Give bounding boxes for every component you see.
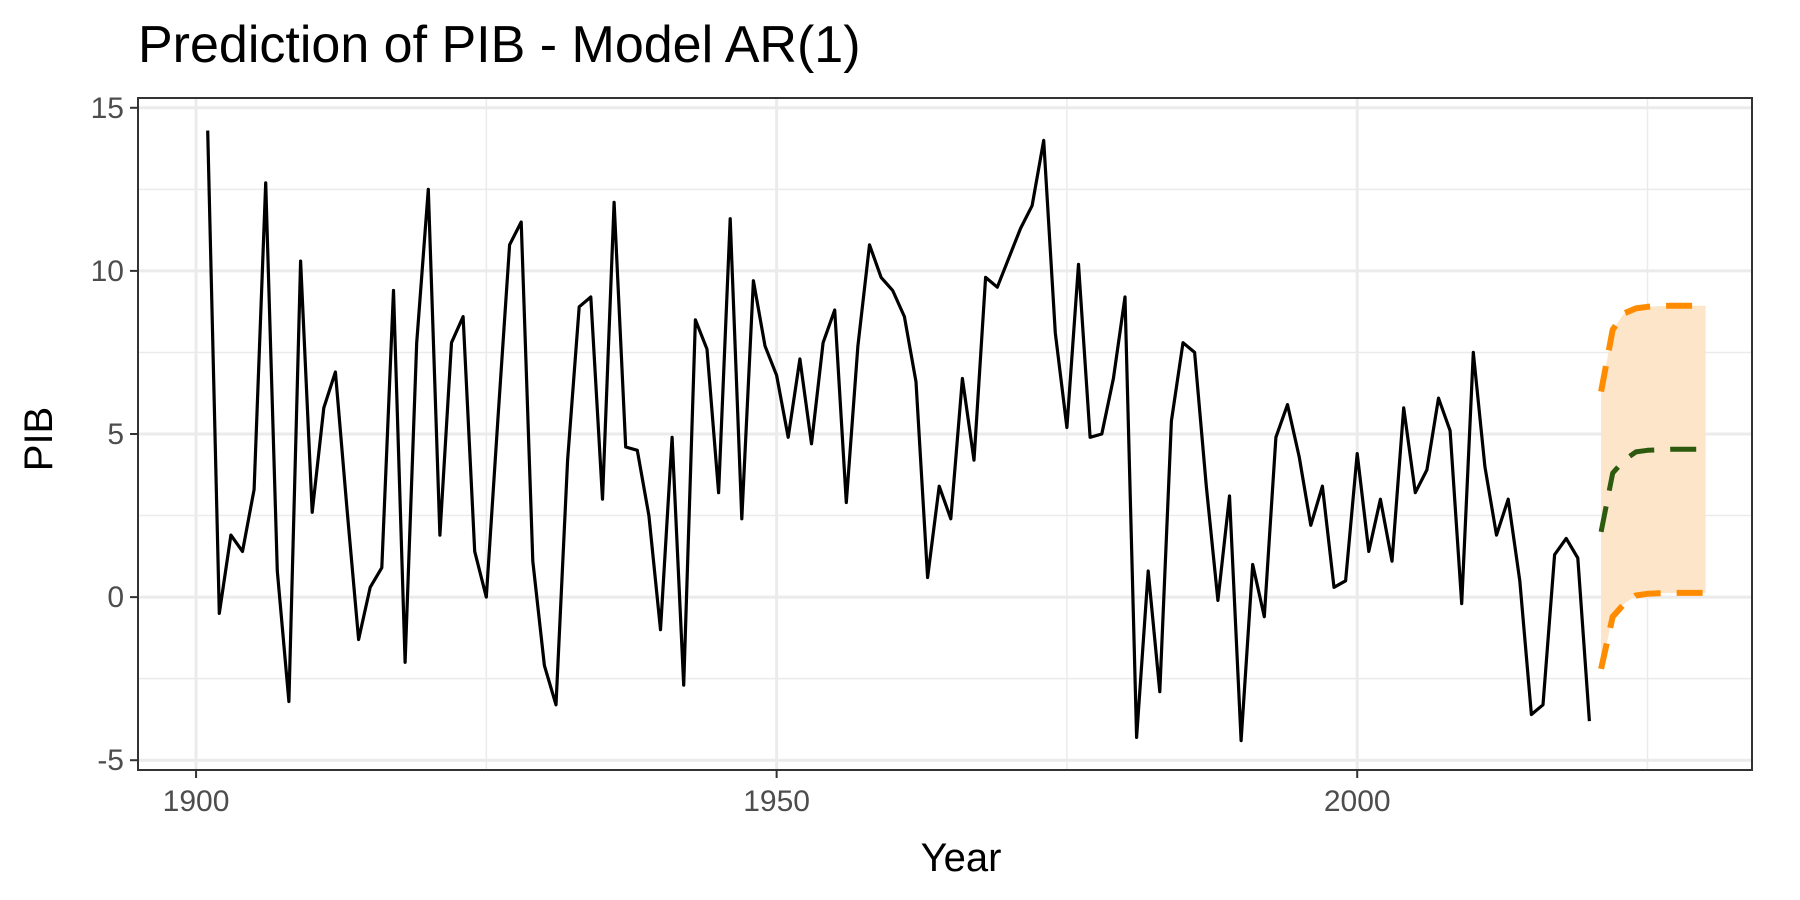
prediction-interval-band bbox=[1601, 305, 1706, 669]
y-tick-label: 15 bbox=[91, 92, 124, 125]
y-tick-label: 10 bbox=[91, 255, 124, 288]
major-gridlines bbox=[138, 98, 1752, 770]
lower-bound-line bbox=[1598, 589, 1706, 670]
observed-series-line bbox=[206, 130, 1591, 743]
x-tick-label: 1900 bbox=[163, 785, 230, 818]
upper-bound-line bbox=[1598, 302, 1706, 393]
y-tick-label: 5 bbox=[107, 418, 124, 451]
y-axis: -5 0 5 10 15 bbox=[91, 92, 138, 777]
forecast-line bbox=[1598, 446, 1706, 533]
x-axis: 1900 1950 2000 bbox=[163, 770, 1391, 818]
x-tick-label: 1950 bbox=[743, 785, 810, 818]
plot-area bbox=[137, 97, 1753, 771]
y-tick-label: -5 bbox=[97, 744, 124, 777]
y-tick-label: 0 bbox=[107, 581, 124, 614]
y-axis-title: PIB bbox=[17, 407, 61, 471]
x-tick-label: 2000 bbox=[1324, 785, 1391, 818]
chart-title: Prediction of PIB - Model AR(1) bbox=[138, 16, 861, 74]
x-axis-title: Year bbox=[921, 836, 1002, 880]
